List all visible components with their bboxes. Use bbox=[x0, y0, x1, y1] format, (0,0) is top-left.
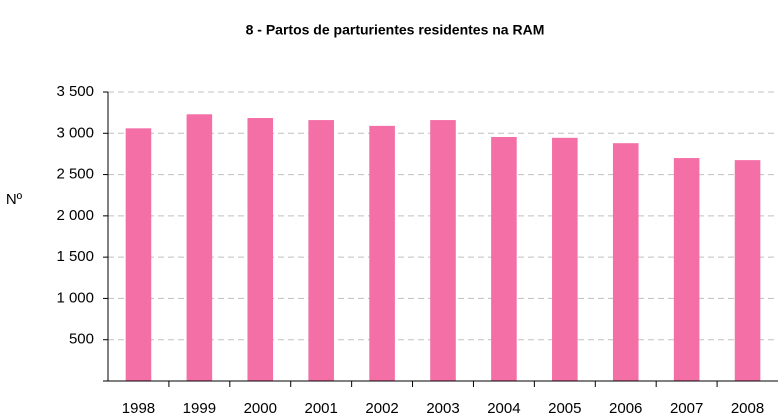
y-tick-label: 3 000 bbox=[56, 124, 94, 141]
bar bbox=[552, 137, 578, 381]
bar bbox=[369, 125, 395, 382]
bar bbox=[186, 114, 213, 382]
bar bbox=[430, 120, 456, 382]
bar bbox=[734, 160, 761, 381]
x-tick-label: 2006 bbox=[609, 400, 642, 417]
y-tick-label: 2 000 bbox=[56, 207, 94, 224]
x-tick-label: 2000 bbox=[244, 400, 277, 417]
y-tick-label: 2 500 bbox=[56, 166, 94, 183]
x-tick-label: 2008 bbox=[731, 400, 764, 417]
bar bbox=[125, 128, 152, 381]
bar bbox=[308, 120, 334, 382]
bar bbox=[612, 143, 639, 381]
x-tick-label: 2002 bbox=[365, 400, 398, 417]
x-tick-label: 1998 bbox=[122, 400, 155, 417]
x-tick-label: 2003 bbox=[426, 400, 459, 417]
y-tick-label: 500 bbox=[69, 331, 94, 348]
x-tick-label: 2001 bbox=[304, 400, 337, 417]
x-tick-label: 2007 bbox=[670, 400, 703, 417]
x-tick-label: 1999 bbox=[183, 400, 216, 417]
bar bbox=[247, 118, 274, 381]
chart-title: 8 - Partos de parturientes residentes na… bbox=[246, 22, 545, 38]
bar bbox=[673, 158, 700, 381]
y-tick-label: 1 000 bbox=[56, 289, 94, 306]
y-tick-label: 1 500 bbox=[56, 248, 94, 265]
x-tick-label: 2005 bbox=[548, 400, 581, 417]
x-tick-label: 2004 bbox=[487, 400, 520, 417]
bar bbox=[491, 137, 517, 381]
y-tick-label: 3 500 bbox=[56, 83, 94, 100]
y-axis-label: Nº bbox=[6, 191, 23, 208]
